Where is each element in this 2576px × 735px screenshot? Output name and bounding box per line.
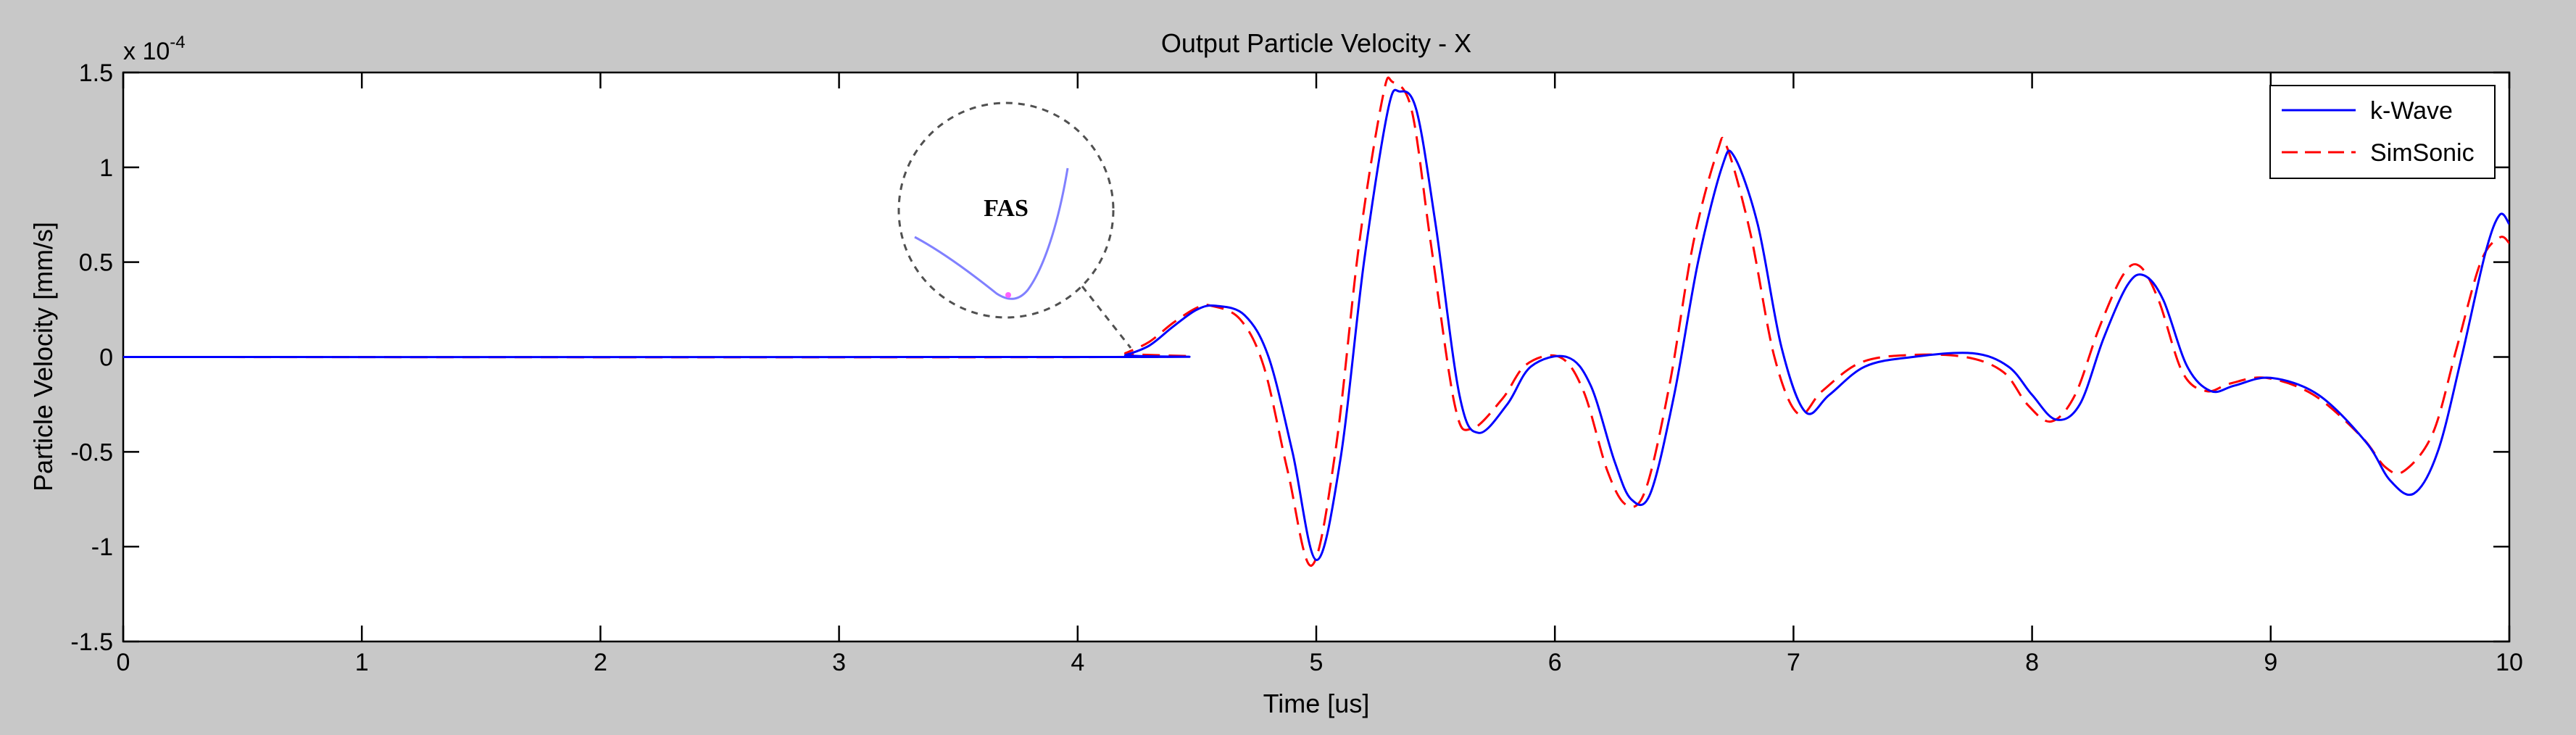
y-tick-label: -0.5 [70, 439, 113, 466]
x-tick-label: 5 [1310, 649, 1324, 676]
x-tick-label: 0 [117, 649, 130, 676]
x-tick-label: 3 [832, 649, 846, 676]
fas-inset-marker [1005, 292, 1011, 298]
y-tick-label: 0 [99, 344, 113, 372]
x-tick-label: 1 [355, 649, 369, 676]
x-axis-label: Time [us] [1263, 689, 1370, 718]
y-tick-label: 0.5 [79, 249, 113, 277]
series-line-simsonic [123, 76, 2509, 567]
y-exponent-base: x 10 [123, 38, 170, 65]
fas-leader-line [1081, 286, 1132, 349]
legend: k-Wave SimSonic [2269, 85, 2496, 179]
y-exponent-power: -4 [170, 33, 185, 52]
y-exponent-label: x 10-4 [123, 33, 186, 65]
chart-title: Output Particle Velocity - X [1161, 28, 1471, 58]
fas-annotation-label: FAS [984, 195, 1029, 222]
fas-inset: FAS [897, 101, 1132, 349]
x-tick-label: 10 [2496, 649, 2523, 676]
fas-inset-circle [897, 101, 1115, 319]
y-tick-label: 1 [99, 154, 113, 182]
axis-ticks [122, 71, 2511, 643]
x-tick-label: 7 [1787, 649, 1800, 676]
legend-label-kwave: k-Wave [2370, 97, 2453, 125]
legend-label-simsonic: SimSonic [2370, 139, 2475, 167]
y-tick-label: -1 [91, 533, 113, 561]
x-tick-label: 8 [2025, 649, 2039, 676]
fas-inset-zoom-curve [914, 167, 1069, 300]
y-tick-label: 1.5 [79, 59, 113, 87]
y-tick-label: -1.5 [70, 628, 113, 656]
series-layer [123, 76, 2509, 567]
series-line-k-wave [123, 88, 2509, 561]
x-tick-label: 6 [1548, 649, 1562, 676]
x-tick-label: 4 [1071, 649, 1084, 676]
x-tick-label: 2 [594, 649, 607, 676]
axis-tick-labels: 0 1 2 3 4 5 6 7 8 9 10 -1.5 -1 -0.5 0 0.5 1 1.5 [70, 59, 2523, 676]
legend-box [2269, 85, 2496, 179]
x-tick-label: 9 [2264, 649, 2277, 676]
y-axis-label: Particle Velocity [mm/s] [28, 222, 58, 491]
